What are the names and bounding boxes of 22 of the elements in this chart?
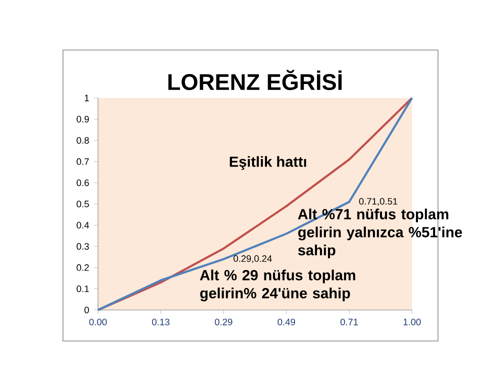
x-tick-label: 0.71 xyxy=(340,318,358,326)
y-tick-label: 0.5 xyxy=(76,200,89,208)
x-tick-label: 0.00 xyxy=(89,318,107,326)
x-tick-label: 1.00 xyxy=(404,318,421,326)
y-tick-label: 0 xyxy=(84,306,89,314)
y-tick-label: 1 xyxy=(84,94,89,102)
chart-title: LORENZ EĞRİSİ xyxy=(168,70,342,90)
annotation: Eşitlik hattı xyxy=(230,156,306,170)
annotation: 0.71,0.51 xyxy=(359,198,398,206)
y-tick-label: 0.1 xyxy=(76,286,89,292)
annotation: 0.29,0.24 xyxy=(234,255,272,263)
y-tick-label: 0.9 xyxy=(76,116,89,122)
y-tick-label: 0.2 xyxy=(76,264,89,271)
y-tick-label: 0.4 xyxy=(76,222,90,228)
x-tick-label: 0.49 xyxy=(278,318,296,326)
x-tick-label: 0.13 xyxy=(152,318,170,326)
y-tick-label: 0.8 xyxy=(76,137,89,144)
y-tick-label: 0.7 xyxy=(76,158,89,165)
y-tick-label: 0.6 xyxy=(76,180,89,186)
y-tick-label: 0.3 xyxy=(76,243,89,250)
annotation: Alt % 29 nüfus toplam gelirin% 24'üne sahip xyxy=(200,270,356,302)
x-tick-label: 0.29 xyxy=(214,318,232,326)
